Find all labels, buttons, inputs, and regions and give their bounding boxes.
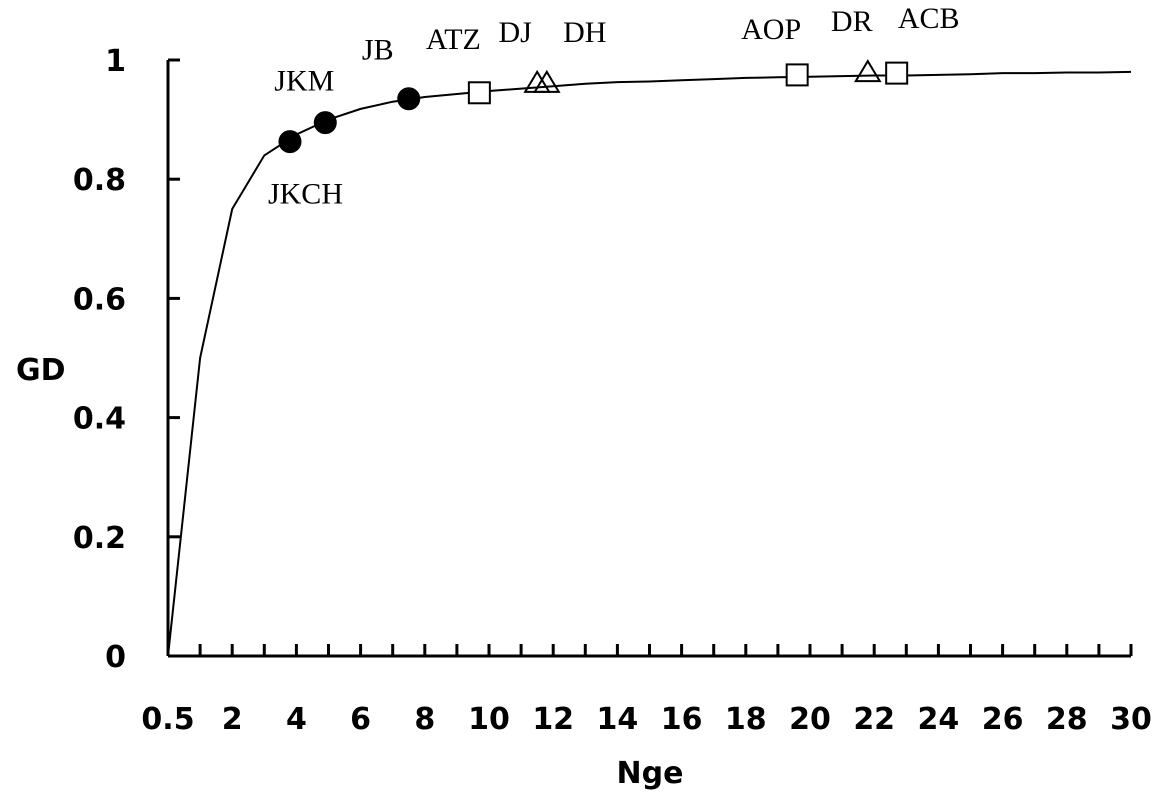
y-tick-label: 0 [105,640,126,675]
x-tick-label: 18 [725,702,767,737]
gd-curve [167,70,1132,657]
x-tick-label: 2 [222,702,243,737]
x-tick-label: 6 [350,702,371,737]
point-label: AOP [741,13,801,46]
point-label: DH [563,16,606,49]
point-label: ATZ [426,23,481,56]
y-tick-label: 0.6 [73,282,126,317]
y-tick-label: 1 [105,44,126,79]
open-triangle-marker [533,69,561,93]
data-point-jkm: JKM [274,65,337,135]
data-point-jkch: JKCH [268,130,343,211]
x-tick-label: 24 [918,702,960,737]
point-label: JB [362,34,394,67]
filled-circle-marker [313,111,337,135]
x-tick-label: 10 [468,702,510,737]
x-tick-label: 12 [532,702,574,737]
data-point-atz: ATZ [426,23,491,105]
x-tick-label: 16 [661,702,703,737]
x-tick-label: 22 [853,702,895,737]
x-tick-label: 30 [1110,702,1152,737]
x-tick-label: 4 [286,702,307,737]
x-tick-label: 20 [789,702,831,737]
y-axis-title: GD [16,353,66,388]
point-label: DR [831,5,873,38]
x-axis-title: Nge [617,756,684,791]
y-tick-label: 0.4 [73,402,126,437]
point-label: DJ [498,16,532,49]
point-label: ACB [898,2,960,35]
points-layer: JKCH JKM JB ATZ DJ DH AOP DR ACB [268,2,960,211]
y-tick-label: 0.8 [73,163,126,198]
x-tick-label: 28 [1046,702,1088,737]
data-point-dj: DJ [498,16,551,93]
curve-layer [167,70,1132,657]
point-label: JKM [274,65,334,98]
x-tick-label: 8 [414,702,435,737]
data-point-dr: DR [831,5,882,83]
y-tick-label: 0.2 [73,521,126,556]
filled-circle-marker [278,130,302,154]
data-point-acb: ACB [885,2,960,85]
data-point-jb: JB [362,34,421,111]
point-label: JKCH [268,178,343,211]
open-square-marker [467,81,491,105]
open-triangle-marker [854,59,882,83]
data-point-aop: AOP [741,13,809,87]
x-tick-label: 26 [982,702,1024,737]
tick-labels: 00.20.40.60.810.5 2 4 6 8 10 12 14 16 18 20 22 24 26 2… [73,44,1152,737]
x-tick-label: 14 [597,702,639,737]
open-square-marker [785,63,809,87]
data-point-dh: DH [533,16,606,93]
x-tick-label: 0.5 [141,702,194,737]
filled-circle-marker [397,87,421,111]
open-square-marker [885,61,909,85]
axes [166,58,1133,658]
